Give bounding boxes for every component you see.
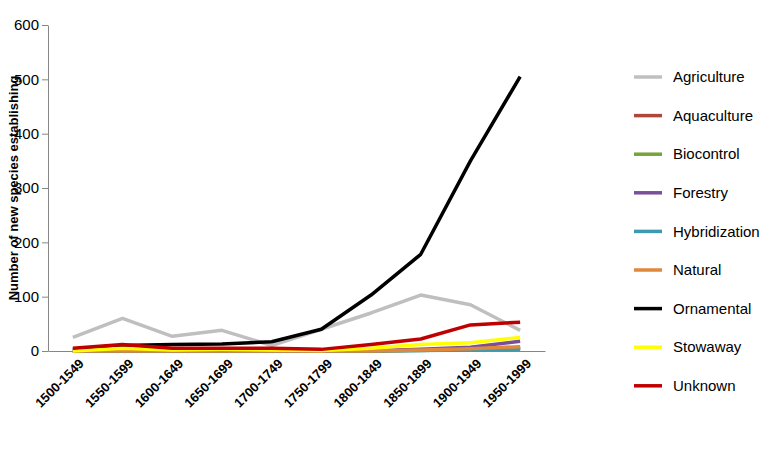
legend-label: Hybridization [673, 223, 760, 240]
x-tick-label: 1900-1949 [430, 356, 485, 411]
x-tick: 1500-1549 [32, 351, 87, 410]
legend-label: Agriculture [673, 68, 745, 85]
series-line [73, 295, 520, 346]
y-tick-label: 600 [14, 16, 39, 33]
y-axis-title: Number of new species establishing [6, 76, 21, 301]
legend-label: Forestry [673, 184, 729, 201]
legend-item: Stowaway [634, 338, 742, 355]
legend-label: Stowaway [673, 338, 742, 355]
legend-swatch [634, 191, 662, 195]
plot: 01002003004005006001500-15491550-1599160… [14, 16, 546, 410]
x-tick-label: 1850-1899 [380, 356, 435, 411]
legend-swatch [634, 230, 662, 234]
legend-swatch [634, 268, 662, 272]
x-tick: 1750-1799 [281, 351, 336, 410]
legend-swatch [634, 75, 662, 79]
x-tick-label: 1700-1749 [231, 356, 286, 411]
legend-label: Unknown [673, 377, 736, 394]
legend: Agriculture Aquaculture Biocontrol Forestry… [634, 68, 760, 394]
legend-swatch [634, 152, 662, 156]
x-tick-label: 1650-1699 [181, 356, 236, 411]
legend-label: Ornamental [673, 300, 751, 317]
y-tick-mark [42, 297, 48, 298]
x-tick-label: 1750-1799 [281, 356, 336, 411]
x-tick: 1850-1899 [380, 351, 435, 410]
legend-swatch [634, 114, 662, 118]
y-tick-mark [42, 79, 48, 80]
x-tick: 1600-1649 [132, 351, 187, 410]
y-tick: 600 [14, 16, 48, 33]
legend-swatch [634, 345, 662, 349]
legend-item: Unknown [634, 377, 736, 394]
y-tick-label: 0 [31, 342, 39, 359]
y-axis-line [48, 26, 49, 352]
x-tick: 1950-1999 [480, 351, 535, 410]
legend-swatch [634, 307, 662, 311]
x-tick: 1900-1949 [430, 351, 485, 410]
legend-item: Natural [634, 261, 721, 278]
x-tick-label: 1950-1999 [480, 356, 535, 411]
legend-label: Natural [673, 261, 721, 278]
chart: 01002003004005006001500-15491550-1599160… [0, 0, 783, 455]
legend-item: Hybridization [634, 223, 760, 240]
legend-item: Ornamental [634, 300, 751, 317]
legend-item: Forestry [634, 184, 729, 201]
y-tick-mark [42, 25, 48, 26]
x-axis: 1500-15491550-15991600-16491650-16991700… [32, 351, 545, 410]
legend-label: Biocontrol [673, 145, 740, 162]
y-tick-mark [42, 351, 48, 352]
legend-label: Aquaculture [673, 107, 753, 124]
series-line [73, 77, 520, 350]
series-line [73, 322, 520, 349]
legend-item: Aquaculture [634, 107, 753, 124]
legend-swatch [634, 384, 662, 388]
x-tick-label: 1550-1599 [82, 356, 137, 411]
x-tick-label: 1600-1649 [132, 356, 187, 411]
legend-item: Biocontrol [634, 145, 740, 162]
x-tick: 1700-1749 [231, 351, 286, 410]
y-tick-mark [42, 242, 48, 243]
x-tick-label: 1500-1549 [32, 356, 87, 411]
y-tick: 0 [31, 342, 48, 359]
y-tick-mark [42, 134, 48, 135]
x-tick: 1550-1599 [82, 351, 137, 410]
y-tick-mark [42, 188, 48, 189]
x-tick: 1800-1849 [330, 351, 385, 410]
lines [73, 77, 520, 351]
legend-item: Agriculture [634, 68, 745, 85]
x-tick-label: 1800-1849 [330, 356, 385, 411]
x-tick: 1650-1699 [181, 351, 236, 410]
